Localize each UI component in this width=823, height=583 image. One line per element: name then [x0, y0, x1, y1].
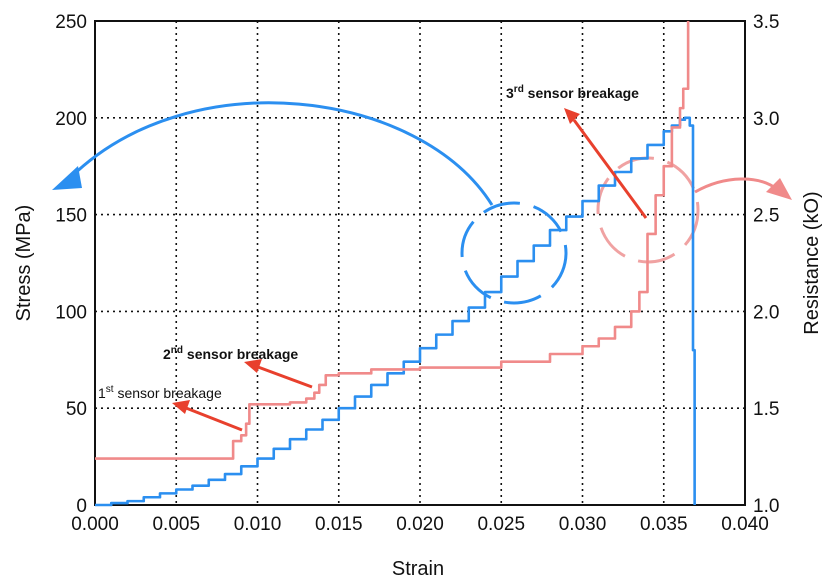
y-right-tick-label: 3.0 — [753, 109, 779, 130]
y-left-tick-label: 0 — [76, 496, 87, 517]
third-breakage-arrowhead — [564, 108, 580, 124]
y-left-tick-labels: 0 50 100 150 200 250 — [55, 12, 87, 517]
resistance-axis-arrowhead — [766, 178, 792, 200]
third-breakage-label: 3rd sensor breakage — [506, 84, 639, 101]
second-breakage-arrow — [257, 365, 313, 389]
y-left-tick-label: 50 — [66, 399, 87, 420]
y-right-tick-label: 1.0 — [753, 496, 779, 517]
x-tick-label: 0.000 — [71, 514, 119, 535]
stress-axis-arrow — [68, 101, 494, 206]
y-left-tick-label: 100 — [55, 302, 87, 323]
first-breakage-arrow — [185, 406, 243, 432]
second-breakage-label: 2nd sensor breakage — [163, 345, 298, 362]
resistance-axis-arrow — [694, 177, 779, 194]
x-tick-label: 0.020 — [396, 514, 444, 535]
x-tick-label: 0.010 — [234, 514, 282, 535]
y-right-tick-labels: 1.0 1.5 2.0 2.5 3.0 3.5 — [753, 12, 779, 517]
x-tick-label: 0.040 — [721, 514, 769, 535]
stress-highlight-circle — [460, 201, 568, 305]
first-breakage-arrowhead — [172, 400, 190, 414]
x-tick-label: 0.005 — [152, 514, 200, 535]
x-tick-label: 0.035 — [640, 514, 688, 535]
resistance-series-line — [95, 21, 690, 460]
y-left-tick-label: 250 — [55, 12, 87, 33]
y-right-axis-title: Resistance (kO) — [801, 191, 823, 334]
first-breakage-label: 1st sensor breakage — [98, 384, 222, 401]
stress-axis-arrowhead — [52, 166, 82, 190]
grid — [95, 21, 745, 505]
y-right-tick-label: 3.5 — [753, 12, 779, 33]
x-tick-label: 0.030 — [559, 514, 607, 535]
y-right-tick-label: 2.5 — [753, 206, 779, 227]
x-tick-label: 0.025 — [477, 514, 525, 535]
x-tick-label: 0.015 — [315, 514, 363, 535]
stress-series-line — [95, 116, 696, 507]
x-tick-labels: 0.000 0.005 0.010 0.015 0.020 0.025 0.030 0.035… — [71, 514, 769, 535]
third-breakage-arrow — [572, 119, 648, 219]
y-left-axis-title: Stress (MPa) — [13, 205, 35, 322]
x-axis-title: Strain — [392, 558, 444, 580]
y-left-tick-label: 150 — [55, 206, 87, 227]
plot-frame — [94, 20, 746, 506]
series-layer — [95, 21, 696, 507]
y-right-tick-label: 1.5 — [753, 399, 779, 420]
y-left-tick-label: 200 — [55, 109, 87, 130]
y-right-tick-label: 2.0 — [753, 302, 779, 323]
second-breakage-arrowhead — [244, 359, 262, 373]
